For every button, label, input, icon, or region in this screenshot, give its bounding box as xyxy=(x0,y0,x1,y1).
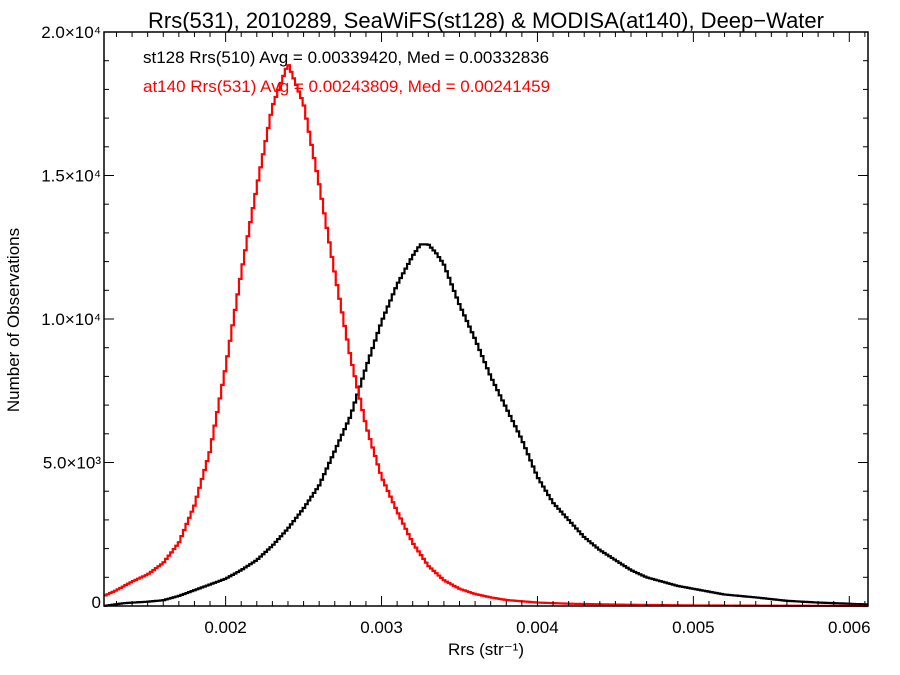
x-tick-label: 0.006 xyxy=(828,618,871,637)
y-tick-label: 5.0×10³ xyxy=(43,454,101,473)
x-tick-label: 0.003 xyxy=(360,618,403,637)
x-tick-label: 0.005 xyxy=(672,618,715,637)
x-axis-label: Rrs (str⁻¹) xyxy=(448,640,524,659)
x-tick-label: 0.004 xyxy=(516,618,559,637)
y-tick-label: 1.5×10⁴ xyxy=(41,167,101,186)
y-axis-label: Number of Observations xyxy=(4,228,23,412)
plot-frame xyxy=(103,31,869,607)
x-tick-label: 0.002 xyxy=(204,618,247,637)
annotation-at140: at140 Rrs(531) Avg = 0.00243809, Med = 0… xyxy=(143,77,550,96)
annotation-st128: st128 Rrs(510) Avg = 0.00339420, Med = 0… xyxy=(143,48,549,67)
y-tick-label: 2.0×10⁴ xyxy=(41,23,101,42)
y-tick-label: 0 xyxy=(92,593,101,612)
series-line-at140 xyxy=(104,64,868,608)
y-tick-label: 1.0×10⁴ xyxy=(41,310,101,329)
chart-title: Rrs(531), 2010289, SeaWiFS(st128) & MODI… xyxy=(148,8,824,33)
series-line-st128 xyxy=(104,243,868,607)
